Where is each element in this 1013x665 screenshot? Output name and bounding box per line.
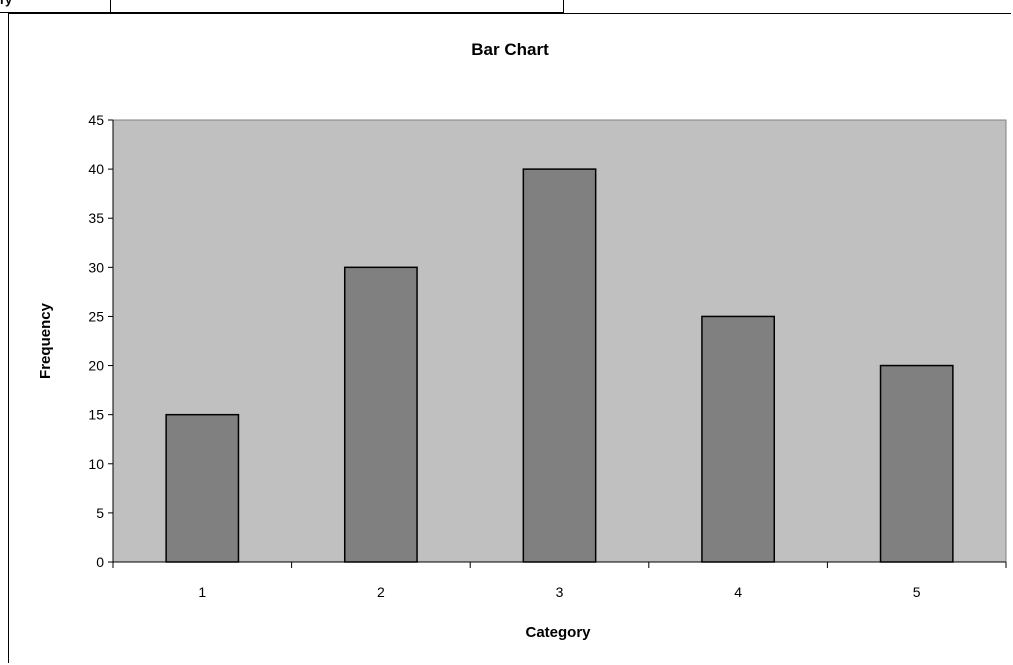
y-tick-label: 20 <box>88 358 104 374</box>
bar-3 <box>522 168 597 563</box>
x-tick-label: 4 <box>734 584 742 600</box>
x-axis-title: Category <box>525 624 591 641</box>
x-tick-label: 3 <box>556 584 564 600</box>
bars-group <box>165 168 954 563</box>
x-tick-label: 1 <box>198 584 206 600</box>
y-axis: 0 5 10 15 20 25 30 35 40 45 <box>88 112 114 570</box>
x-tick-label: 2 <box>377 584 385 600</box>
y-tick-label: 40 <box>88 161 104 177</box>
bar-4 <box>701 315 776 563</box>
x-axis: 1 2 3 4 5 <box>112 561 1007 600</box>
bar-1 <box>165 413 240 563</box>
bar-2 <box>343 266 418 563</box>
y-tick-label: 25 <box>88 308 104 324</box>
cell-divider <box>110 0 111 13</box>
y-tick-label: 15 <box>88 407 104 423</box>
y-tick-label: 45 <box>88 112 104 128</box>
y-tick-label: 35 <box>88 210 104 226</box>
chart-title: Bar Chart <box>471 40 549 59</box>
y-axis-title: Frequency <box>37 302 54 379</box>
top-cell-strip: ry <box>0 0 564 13</box>
y-tick-label: 5 <box>96 505 104 521</box>
top-cell-text: ry <box>0 0 12 7</box>
y-tick-label: 10 <box>88 456 104 472</box>
bar-5 <box>879 364 954 563</box>
x-tick-label: 5 <box>913 584 921 600</box>
y-tick-label: 0 <box>96 554 104 570</box>
y-tick-label: 30 <box>88 259 104 275</box>
